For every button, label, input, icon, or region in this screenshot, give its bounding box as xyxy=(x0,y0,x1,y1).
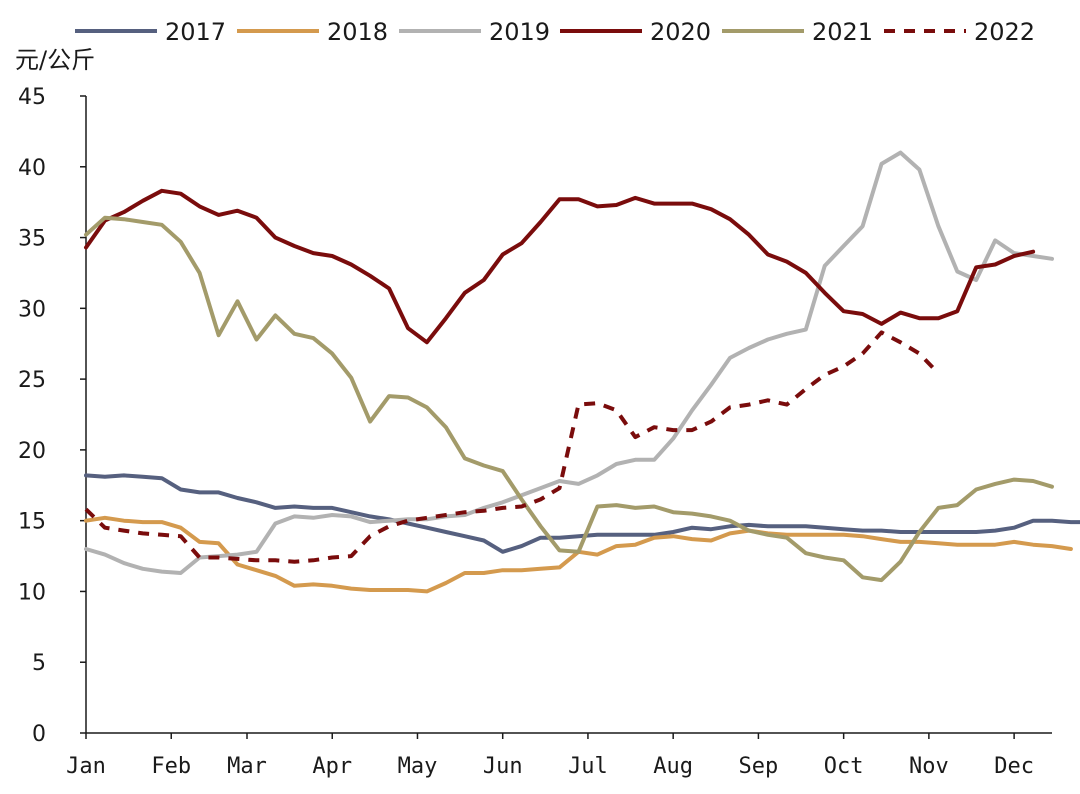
y-tick-label: 5 xyxy=(32,651,46,676)
y-tick-label: 35 xyxy=(18,227,46,252)
y-tick-label: 30 xyxy=(18,297,46,322)
chart-series xyxy=(84,150,1080,594)
x-tick-label: May xyxy=(398,754,438,779)
legend-label: 2020 xyxy=(650,18,711,46)
x-tick-label: Feb xyxy=(151,754,191,779)
series-line-2022 xyxy=(84,330,940,564)
chart-legend: 2017 2018 2019 2020 2021 2022 xyxy=(75,18,1035,46)
y-tick-label: 45 xyxy=(18,85,46,110)
y-tick-label: 20 xyxy=(18,439,46,464)
y-tick-label: 40 xyxy=(18,156,46,181)
series-line-2019 xyxy=(84,150,1054,575)
y-axis-unit-label: 元/公斤 xyxy=(15,46,95,74)
x-tick-label: Dec xyxy=(994,754,1034,779)
legend-label: 2017 xyxy=(165,18,226,46)
y-tick-label: 0 xyxy=(32,722,46,747)
y-tick-label: 25 xyxy=(18,368,46,393)
series-line-2021 xyxy=(84,215,1054,583)
x-tick-label: Oct xyxy=(824,754,864,779)
x-tick-label: Apr xyxy=(312,754,352,779)
x-tick-label: Sep xyxy=(739,754,779,779)
series-line-2020 xyxy=(84,188,1036,345)
y-tick-label: 15 xyxy=(18,510,46,535)
series-line-2017 xyxy=(84,473,1080,554)
x-tick-label: Jan xyxy=(66,754,106,779)
x-tick-label: Mar xyxy=(227,754,267,779)
x-tick-label: Nov xyxy=(909,754,949,779)
x-tick-label: Jun xyxy=(483,754,523,779)
legend-label: 2018 xyxy=(327,18,388,46)
x-tick-label: Jul xyxy=(568,754,608,779)
legend-label: 2021 xyxy=(812,18,873,46)
x-tick-label: Aug xyxy=(653,754,693,779)
legend-label: 2022 xyxy=(974,18,1035,46)
legend-label: 2019 xyxy=(489,18,550,46)
chart-axes: 0 5 10 15 20 25 30 35 40 45 Jan Feb Mar Apr May Jun Jul A… xyxy=(18,85,1052,779)
y-tick-label: 10 xyxy=(18,580,46,605)
